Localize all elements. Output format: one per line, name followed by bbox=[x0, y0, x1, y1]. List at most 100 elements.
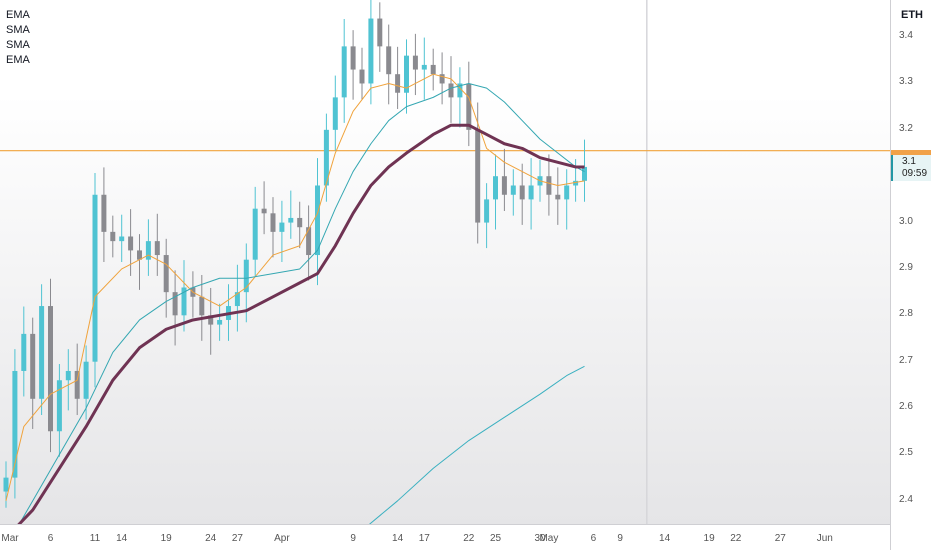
bar-countdown: 09:59 bbox=[902, 168, 928, 179]
time-tick-label: May bbox=[539, 533, 559, 544]
indicator-line-3 bbox=[17, 123, 585, 524]
candle-body bbox=[573, 180, 579, 186]
candle-body bbox=[466, 83, 472, 130]
time-tick-label: 19 bbox=[703, 533, 715, 544]
candle-body bbox=[261, 208, 267, 214]
candle-body bbox=[172, 292, 178, 316]
candle-body bbox=[199, 296, 205, 316]
candle-body bbox=[555, 194, 561, 200]
candle-body bbox=[341, 46, 347, 98]
price-tick-label: 2.7 bbox=[899, 354, 913, 366]
candle-body bbox=[74, 370, 80, 399]
candle-body bbox=[564, 185, 570, 200]
candle-body bbox=[439, 74, 445, 84]
price-tick-label: 3.3 bbox=[899, 76, 913, 88]
time-tick-label: 27 bbox=[774, 533, 786, 544]
time-tick-label: 6 bbox=[47, 533, 54, 544]
candle-body bbox=[377, 18, 383, 47]
candle-body bbox=[30, 333, 36, 399]
price-tick-label: 3.4 bbox=[899, 30, 913, 42]
candle-body bbox=[493, 176, 498, 200]
indicator-line-4 bbox=[369, 365, 585, 524]
candle-body bbox=[501, 176, 507, 195]
time-tick-label: 30 bbox=[534, 533, 546, 544]
candle-body bbox=[243, 259, 249, 293]
candle-body bbox=[39, 306, 45, 399]
candle-body bbox=[92, 194, 98, 362]
time-tick-label: 14 bbox=[392, 533, 404, 544]
candle-body bbox=[279, 222, 285, 232]
candle-body bbox=[145, 241, 151, 260]
indicator-line-2 bbox=[18, 82, 585, 524]
candle-body bbox=[510, 185, 516, 195]
candle-body bbox=[448, 83, 454, 98]
candle-body bbox=[3, 477, 9, 492]
candle-body bbox=[208, 315, 214, 325]
price-tick-label: 3.2 bbox=[899, 122, 913, 134]
time-tick-label: Jun bbox=[816, 533, 833, 544]
candle-body bbox=[252, 208, 258, 260]
candle-body bbox=[386, 46, 392, 75]
candle-body bbox=[83, 361, 89, 399]
candle-body bbox=[12, 370, 18, 478]
last-price-value: 3.1 bbox=[902, 156, 916, 167]
candle-body bbox=[297, 217, 303, 228]
last-price-badge: 3.1 09:59 bbox=[891, 155, 931, 181]
price-tick-label: 2.9 bbox=[899, 261, 913, 273]
candle-body bbox=[484, 199, 490, 223]
candle-body bbox=[315, 185, 320, 256]
legend-ema-1[interactable]: EMA bbox=[6, 9, 30, 21]
legend-sma-1[interactable]: SMA bbox=[6, 24, 30, 36]
price-chart[interactable] bbox=[0, 0, 890, 524]
time-tick-label: 25 bbox=[489, 533, 502, 544]
time-tick-label: 22 bbox=[463, 533, 475, 544]
candle-body bbox=[457, 83, 463, 98]
candle-body bbox=[119, 236, 125, 242]
candle-body bbox=[395, 74, 401, 93]
candle-body bbox=[48, 306, 53, 432]
candle-body bbox=[181, 287, 187, 316]
candle-body bbox=[430, 64, 436, 75]
time-tick-label: Mar bbox=[1, 533, 19, 544]
candle-body bbox=[412, 55, 418, 70]
time-tick-label: 14 bbox=[659, 533, 671, 544]
candle-body bbox=[110, 231, 116, 242]
time-tick-label: 6 bbox=[590, 533, 597, 544]
candle-body bbox=[65, 370, 71, 381]
candle-body bbox=[359, 69, 365, 84]
legend-sma-2[interactable]: SMA bbox=[6, 39, 30, 51]
candle-body bbox=[128, 236, 134, 251]
candle-body bbox=[234, 292, 240, 307]
price-tick-label: 2.6 bbox=[899, 401, 913, 413]
time-tick-label: 9 bbox=[350, 533, 356, 544]
candle-body bbox=[270, 213, 276, 232]
time-tick-label: 22 bbox=[730, 533, 742, 544]
time-tick-label: 19 bbox=[160, 533, 172, 544]
price-tick-label: 2.5 bbox=[899, 447, 913, 459]
price-tick-label: 2.8 bbox=[899, 308, 913, 320]
candle-body bbox=[528, 185, 534, 200]
candle-body bbox=[154, 241, 160, 256]
legend-ema-2[interactable]: EMA bbox=[6, 54, 30, 66]
ticker-label: ETH bbox=[901, 9, 923, 21]
candle-body bbox=[101, 194, 107, 232]
candle-body bbox=[350, 46, 356, 70]
time-axis[interactable] bbox=[0, 524, 890, 551]
candle-body bbox=[404, 55, 409, 93]
candle-body bbox=[421, 64, 427, 70]
time-tick-label: 17 bbox=[418, 533, 430, 544]
candle-body bbox=[306, 227, 312, 256]
candle-body bbox=[332, 97, 338, 130]
chart-area[interactable] bbox=[0, 0, 890, 524]
indicator-legend: EMA SMA SMA EMA bbox=[6, 8, 30, 68]
price-axis[interactable] bbox=[890, 0, 932, 550]
candle-body bbox=[288, 217, 294, 223]
candle-body bbox=[546, 176, 552, 195]
time-tick-label: 11 bbox=[89, 533, 101, 544]
candle-body bbox=[217, 319, 223, 325]
price-tick-label: 2.4 bbox=[899, 493, 913, 505]
price-tick-label: 3.0 bbox=[899, 215, 913, 227]
indicator-line-1 bbox=[5, 73, 585, 501]
time-tick-label: Apr bbox=[274, 533, 290, 544]
time-tick-label: 9 bbox=[617, 533, 623, 544]
